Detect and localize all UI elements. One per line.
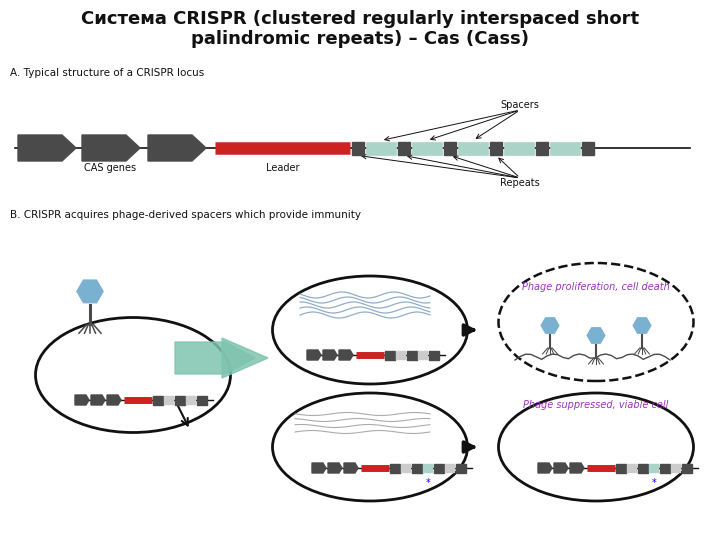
Text: Leader: Leader [266,163,300,173]
Polygon shape [344,463,358,473]
Polygon shape [328,463,342,473]
Polygon shape [18,135,76,161]
Bar [627,463,637,472]
Bar [649,463,659,472]
Bar [616,463,626,472]
Bar [366,141,396,154]
Bar [445,463,455,472]
Bar [456,463,466,472]
Bar [401,463,411,472]
Polygon shape [323,350,337,360]
Polygon shape [107,395,121,405]
Text: CAS genes: CAS genes [84,163,136,173]
Bar [682,463,692,472]
Polygon shape [82,135,140,161]
Bar [396,350,406,360]
Bar [660,463,670,472]
Bar [429,350,439,360]
Bar [186,395,196,404]
Polygon shape [570,463,584,473]
Text: A. Typical structure of a CRISPR locus: A. Typical structure of a CRISPR locus [10,68,204,78]
Polygon shape [175,342,255,374]
Polygon shape [75,395,89,405]
Bar [434,463,444,472]
Bar [550,141,580,154]
Text: B. CRISPR acquires phage-derived spacers which provide immunity: B. CRISPR acquires phage-derived spacers… [10,210,361,220]
Bar [412,463,422,472]
Bar [638,463,648,472]
Bar [390,463,400,472]
Bar [175,395,185,404]
Bar [490,141,502,154]
Text: *: * [426,478,431,488]
Bar [418,350,428,360]
Bar [504,141,534,154]
Bar [398,141,410,154]
Polygon shape [222,338,268,378]
Text: Система CRISPR (clustered regularly interspaced short: Система CRISPR (clustered regularly inte… [81,10,639,28]
Polygon shape [554,463,568,473]
Bar [444,141,456,154]
Text: Phage suppressed, viable cell: Phage suppressed, viable cell [523,400,669,410]
Bar [671,463,681,472]
Bar [164,395,174,404]
Bar [536,141,548,154]
Bar [582,141,594,154]
Bar [197,395,207,404]
Text: *: * [652,478,657,488]
Bar [153,395,163,404]
Text: Spacers: Spacers [500,100,539,110]
Text: palindromic repeats) – Cas (Cass): palindromic repeats) – Cas (Cass) [191,30,529,48]
Polygon shape [339,350,353,360]
Bar [458,141,488,154]
Bar [352,141,364,154]
Text: Repeats: Repeats [500,178,540,188]
Bar [423,463,433,472]
Text: Phage proliferation, cell death: Phage proliferation, cell death [522,282,670,292]
Bar [407,350,417,360]
Bar [385,350,395,360]
Polygon shape [307,350,321,360]
Polygon shape [312,463,326,473]
Polygon shape [538,463,552,473]
Polygon shape [91,395,105,405]
Bar [412,141,442,154]
Polygon shape [148,135,206,161]
